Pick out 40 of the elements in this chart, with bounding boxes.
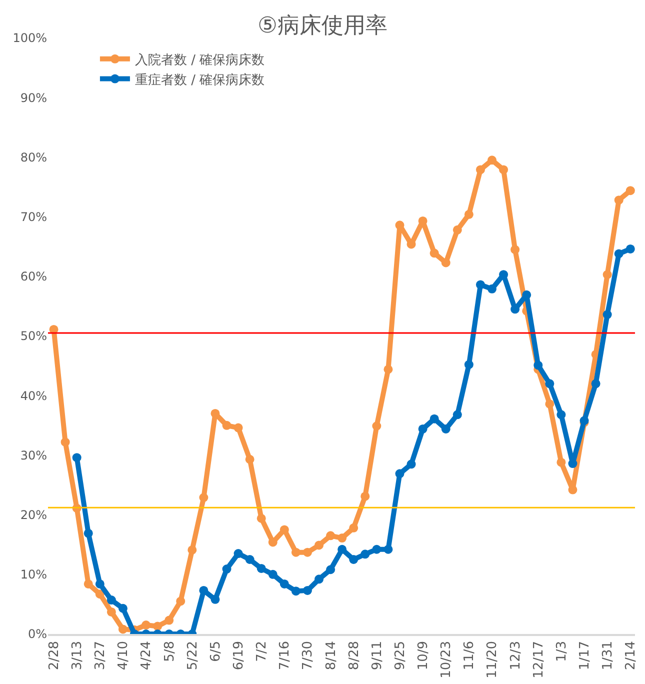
legend-label: 重症者数 / 確保病床数 bbox=[134, 72, 265, 88]
y-tick-label: 50% bbox=[20, 329, 47, 344]
x-tick-label: 1/17 bbox=[577, 640, 592, 670]
y-tick-label: 0% bbox=[28, 627, 47, 642]
y-tick-label: 100% bbox=[12, 31, 47, 46]
x-tick-label: 9/11 bbox=[370, 640, 385, 670]
x-tick-label: 6/19 bbox=[232, 640, 247, 670]
x-tick-label: 3/13 bbox=[70, 640, 86, 670]
y-tick-label: 40% bbox=[20, 388, 47, 403]
x-tick-label: 5/8 bbox=[162, 640, 178, 662]
y-tick-label: 80% bbox=[20, 150, 47, 164]
x-tick-label: 7/30 bbox=[300, 640, 316, 670]
x-tick-label: 8/14 bbox=[324, 640, 339, 670]
x-tick-label: 11/6 bbox=[462, 640, 478, 670]
x-tick-label: 1/31 bbox=[600, 640, 616, 670]
x-tick-label: 10/23 bbox=[439, 640, 454, 678]
y-tick-label: 30% bbox=[20, 448, 47, 462]
chart-title: ⑤病床使用率 bbox=[258, 14, 388, 38]
x-tick-label: 2/14 bbox=[624, 640, 639, 670]
x-tick-label: 9/25 bbox=[392, 640, 408, 670]
legend-label: 入院者数 / 確保病床数 bbox=[134, 52, 265, 68]
x-tick-label: 3/27 bbox=[93, 640, 108, 670]
x-tick-label: 8/28 bbox=[346, 640, 362, 670]
y-tick-label: 10% bbox=[20, 568, 47, 582]
x-tick-label: 1/3 bbox=[554, 640, 570, 662]
x-tick-label: 12/17 bbox=[531, 640, 546, 678]
y-tick-label: 70% bbox=[20, 210, 47, 224]
x-tick-label: 6/5 bbox=[208, 640, 224, 662]
x-tick-label: 12/3 bbox=[508, 640, 524, 670]
x-tick-label: 5/22 bbox=[185, 640, 200, 670]
x-tick-label: 7/16 bbox=[278, 640, 293, 670]
x-tick-label: 11/20 bbox=[485, 640, 500, 678]
x-tick-label: 4/10 bbox=[116, 640, 132, 670]
x-tick-label: 2/28 bbox=[46, 640, 62, 670]
y-tick-label: 60% bbox=[20, 270, 47, 284]
y-tick-label: 90% bbox=[20, 90, 47, 105]
x-tick-label: 7/2 bbox=[254, 640, 270, 662]
x-tick-label: 10/9 bbox=[416, 640, 432, 670]
x-tick-label: 4/24 bbox=[139, 640, 154, 670]
y-tick-label: 20% bbox=[20, 508, 47, 522]
